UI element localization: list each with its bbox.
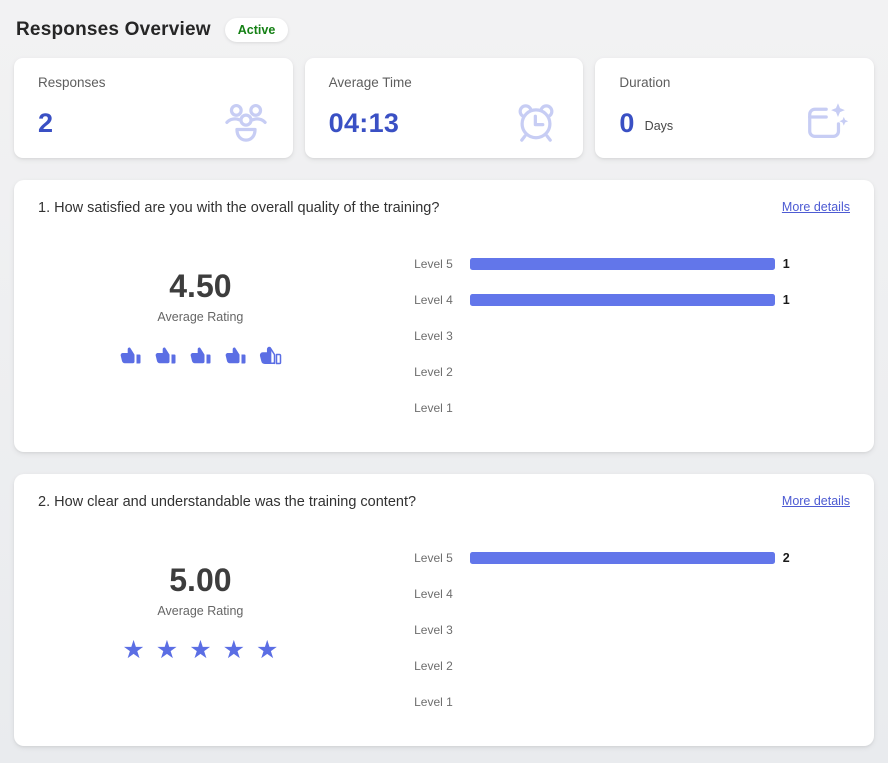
stat-card-duration: Duration 0 Days (595, 58, 875, 158)
chart-row: Level 4 (363, 576, 850, 612)
chart-category-label: Level 5 (414, 257, 453, 271)
bar-chart: Level 5 1 Level 4 1 Level 3 Level 2 Level 1 (363, 246, 850, 426)
status-badge: Active (224, 18, 289, 42)
responses-overview-page: Responses Overview Active Responses 2 (14, 0, 875, 746)
stats-row: Responses 2 Average Time 04: (14, 58, 875, 158)
more-details-link[interactable]: More details (781, 200, 850, 214)
question-title: 2. How clear and understandable was the … (38, 494, 417, 510)
stat-card-responses: Responses 2 (14, 58, 293, 158)
star-icon: ★ (122, 636, 145, 664)
stat-label: Responses (38, 75, 106, 90)
chart-category-label: Level 4 (414, 587, 453, 601)
more-details-link[interactable]: More details (781, 494, 850, 508)
stat-value-suffix: Days (644, 119, 674, 133)
thumb-up-icon (258, 344, 282, 368)
bar-chart: Level 5 2 Level 4 Level 3 Level 2 Level 1 (363, 540, 850, 720)
rating-summary: 4.50 Average Rating (38, 246, 363, 426)
calendar-sparkle-icon (804, 102, 850, 144)
bar-value: 1 (782, 257, 790, 271)
question-card-2: 2. How clear and understandable was the … (14, 474, 874, 746)
question-card-1: 1. How satisfied are you with the overal… (14, 180, 874, 452)
average-rating-value: 5.00 (169, 562, 232, 598)
page-title: Responses Overview (16, 19, 211, 40)
alarm-clock-icon (513, 102, 559, 144)
bar-value: 2 (782, 551, 790, 565)
chart-row: Level 5 2 (363, 540, 850, 576)
chart-category-label: Level 3 (414, 329, 453, 343)
star-icon: ★ (189, 636, 212, 664)
stat-value: 2 (38, 107, 54, 138)
average-rating-label: Average Rating (157, 604, 244, 618)
chart-row: Level 3 (363, 318, 850, 354)
thumb-up-icon (223, 344, 247, 368)
bar (469, 258, 775, 270)
chart-row: Level 2 (363, 354, 850, 390)
chart-category-label: Level 2 (414, 659, 453, 673)
rating-summary: 5.00 Average Rating ★ ★ ★ ★ ★ (38, 540, 363, 720)
chart-row: Level 1 (363, 390, 850, 426)
chart-category-label: Level 4 (414, 293, 453, 307)
stat-value: 04:13 (328, 107, 400, 138)
average-rating-value: 4.50 (169, 268, 232, 304)
chart-category-label: Level 1 (414, 695, 453, 709)
thumb-up-icon (118, 344, 142, 368)
bar (469, 552, 775, 564)
star-icon: ★ (256, 636, 279, 664)
chart-row: Level 3 (363, 612, 850, 648)
chart-category-label: Level 5 (414, 551, 453, 565)
chart-row: Level 4 1 (363, 282, 850, 318)
star-icon: ★ (155, 636, 179, 664)
rating-icons: ★ ★ ★ ★ ★ (38, 636, 363, 664)
stat-label: Duration (619, 75, 671, 90)
rating-icons (38, 344, 363, 368)
star-icon: ★ (222, 636, 246, 664)
chart-category-label: Level 3 (414, 623, 453, 637)
page-header: Responses Overview Active (14, 0, 874, 58)
chart-category-label: Level 1 (414, 401, 453, 415)
bar-value: 1 (782, 293, 790, 307)
chart-category-label: Level 2 (414, 365, 453, 379)
average-rating-label: Average Rating (157, 310, 244, 324)
stat-value: 0 (619, 107, 635, 138)
question-title: 1. How satisfied are you with the overal… (38, 200, 440, 216)
stat-card-average-time: Average Time 04:13 (304, 58, 584, 158)
people-group-icon (223, 102, 269, 144)
stat-label: Average Time (328, 75, 412, 90)
chart-row: Level 2 (363, 648, 850, 684)
chart-row: Level 5 1 (363, 246, 850, 282)
thumb-up-icon (153, 344, 177, 368)
chart-row: Level 1 (363, 684, 850, 720)
thumb-up-icon (188, 344, 212, 368)
bar (469, 294, 775, 306)
